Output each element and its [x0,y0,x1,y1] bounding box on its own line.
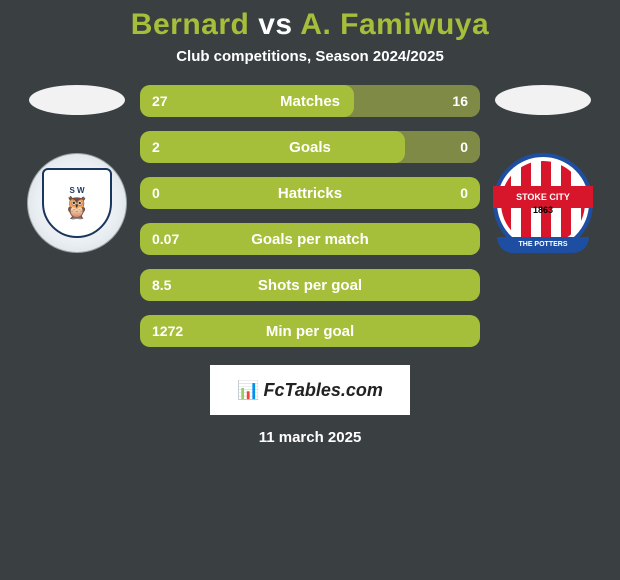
player-right-silhouette [495,85,591,115]
stat-label: Hattricks [200,185,420,202]
stat-value-right: 0 [420,185,480,201]
crest-left-text: S W [69,186,84,195]
stat-row: 27Matches16 [140,85,480,117]
club-badge-right: STOKE CITY 1863 THE POTTERS [493,153,593,253]
subtitle: Club competitions, Season 2024/2025 [0,48,620,65]
stat-label: Shots per goal [200,277,420,294]
stat-value-left: 1272 [140,323,200,339]
player-left-name: Bernard [131,8,250,41]
stat-value-left: 8.5 [140,277,200,293]
right-column: STOKE CITY 1863 THE POTTERS [488,85,598,253]
source-badge: 📊 FcTables.com [210,365,410,415]
stat-row: 0.07Goals per match [140,223,480,255]
player-right-name: A. Famiwuya [300,8,489,41]
stat-value-left: 27 [140,93,200,109]
owl-icon: 🦉 [63,195,90,221]
main-area: S W 🦉 27Matches162Goals00Hattricks00.07G… [0,85,620,347]
stat-label: Goals per match [200,231,420,248]
stat-value-left: 2 [140,139,200,155]
stat-label: Min per goal [200,323,420,340]
crest-right-year: 1863 [533,205,553,215]
player-left-silhouette [29,85,125,115]
comparison-card: Bernard vs A. Famiwuya Club competitions… [0,0,620,446]
chart-icon: 📊 [237,380,257,401]
stat-value-left: 0 [140,185,200,201]
stat-value-right: 0 [420,139,480,155]
source-text: FcTables.com [264,380,383,401]
stat-row: 2Goals0 [140,131,480,163]
stat-row: 0Hattricks0 [140,177,480,209]
stat-row: 1272Min per goal [140,315,480,347]
stat-row: 8.5Shots per goal [140,269,480,301]
stat-value-right: 16 [420,93,480,109]
left-column: S W 🦉 [22,85,132,253]
stat-label: Goals [200,139,420,156]
stats-list: 27Matches162Goals00Hattricks00.07Goals p… [140,85,480,347]
stat-value-left: 0.07 [140,231,200,247]
vs-text: vs [258,8,292,41]
stat-label: Matches [200,93,420,110]
date-text: 11 march 2025 [0,429,620,446]
crest-right-bottom: THE POTTERS [497,237,589,253]
club-badge-left: S W 🦉 [27,153,127,253]
page-title: Bernard vs A. Famiwuya [0,8,620,42]
crest-left: S W 🦉 [42,168,112,238]
